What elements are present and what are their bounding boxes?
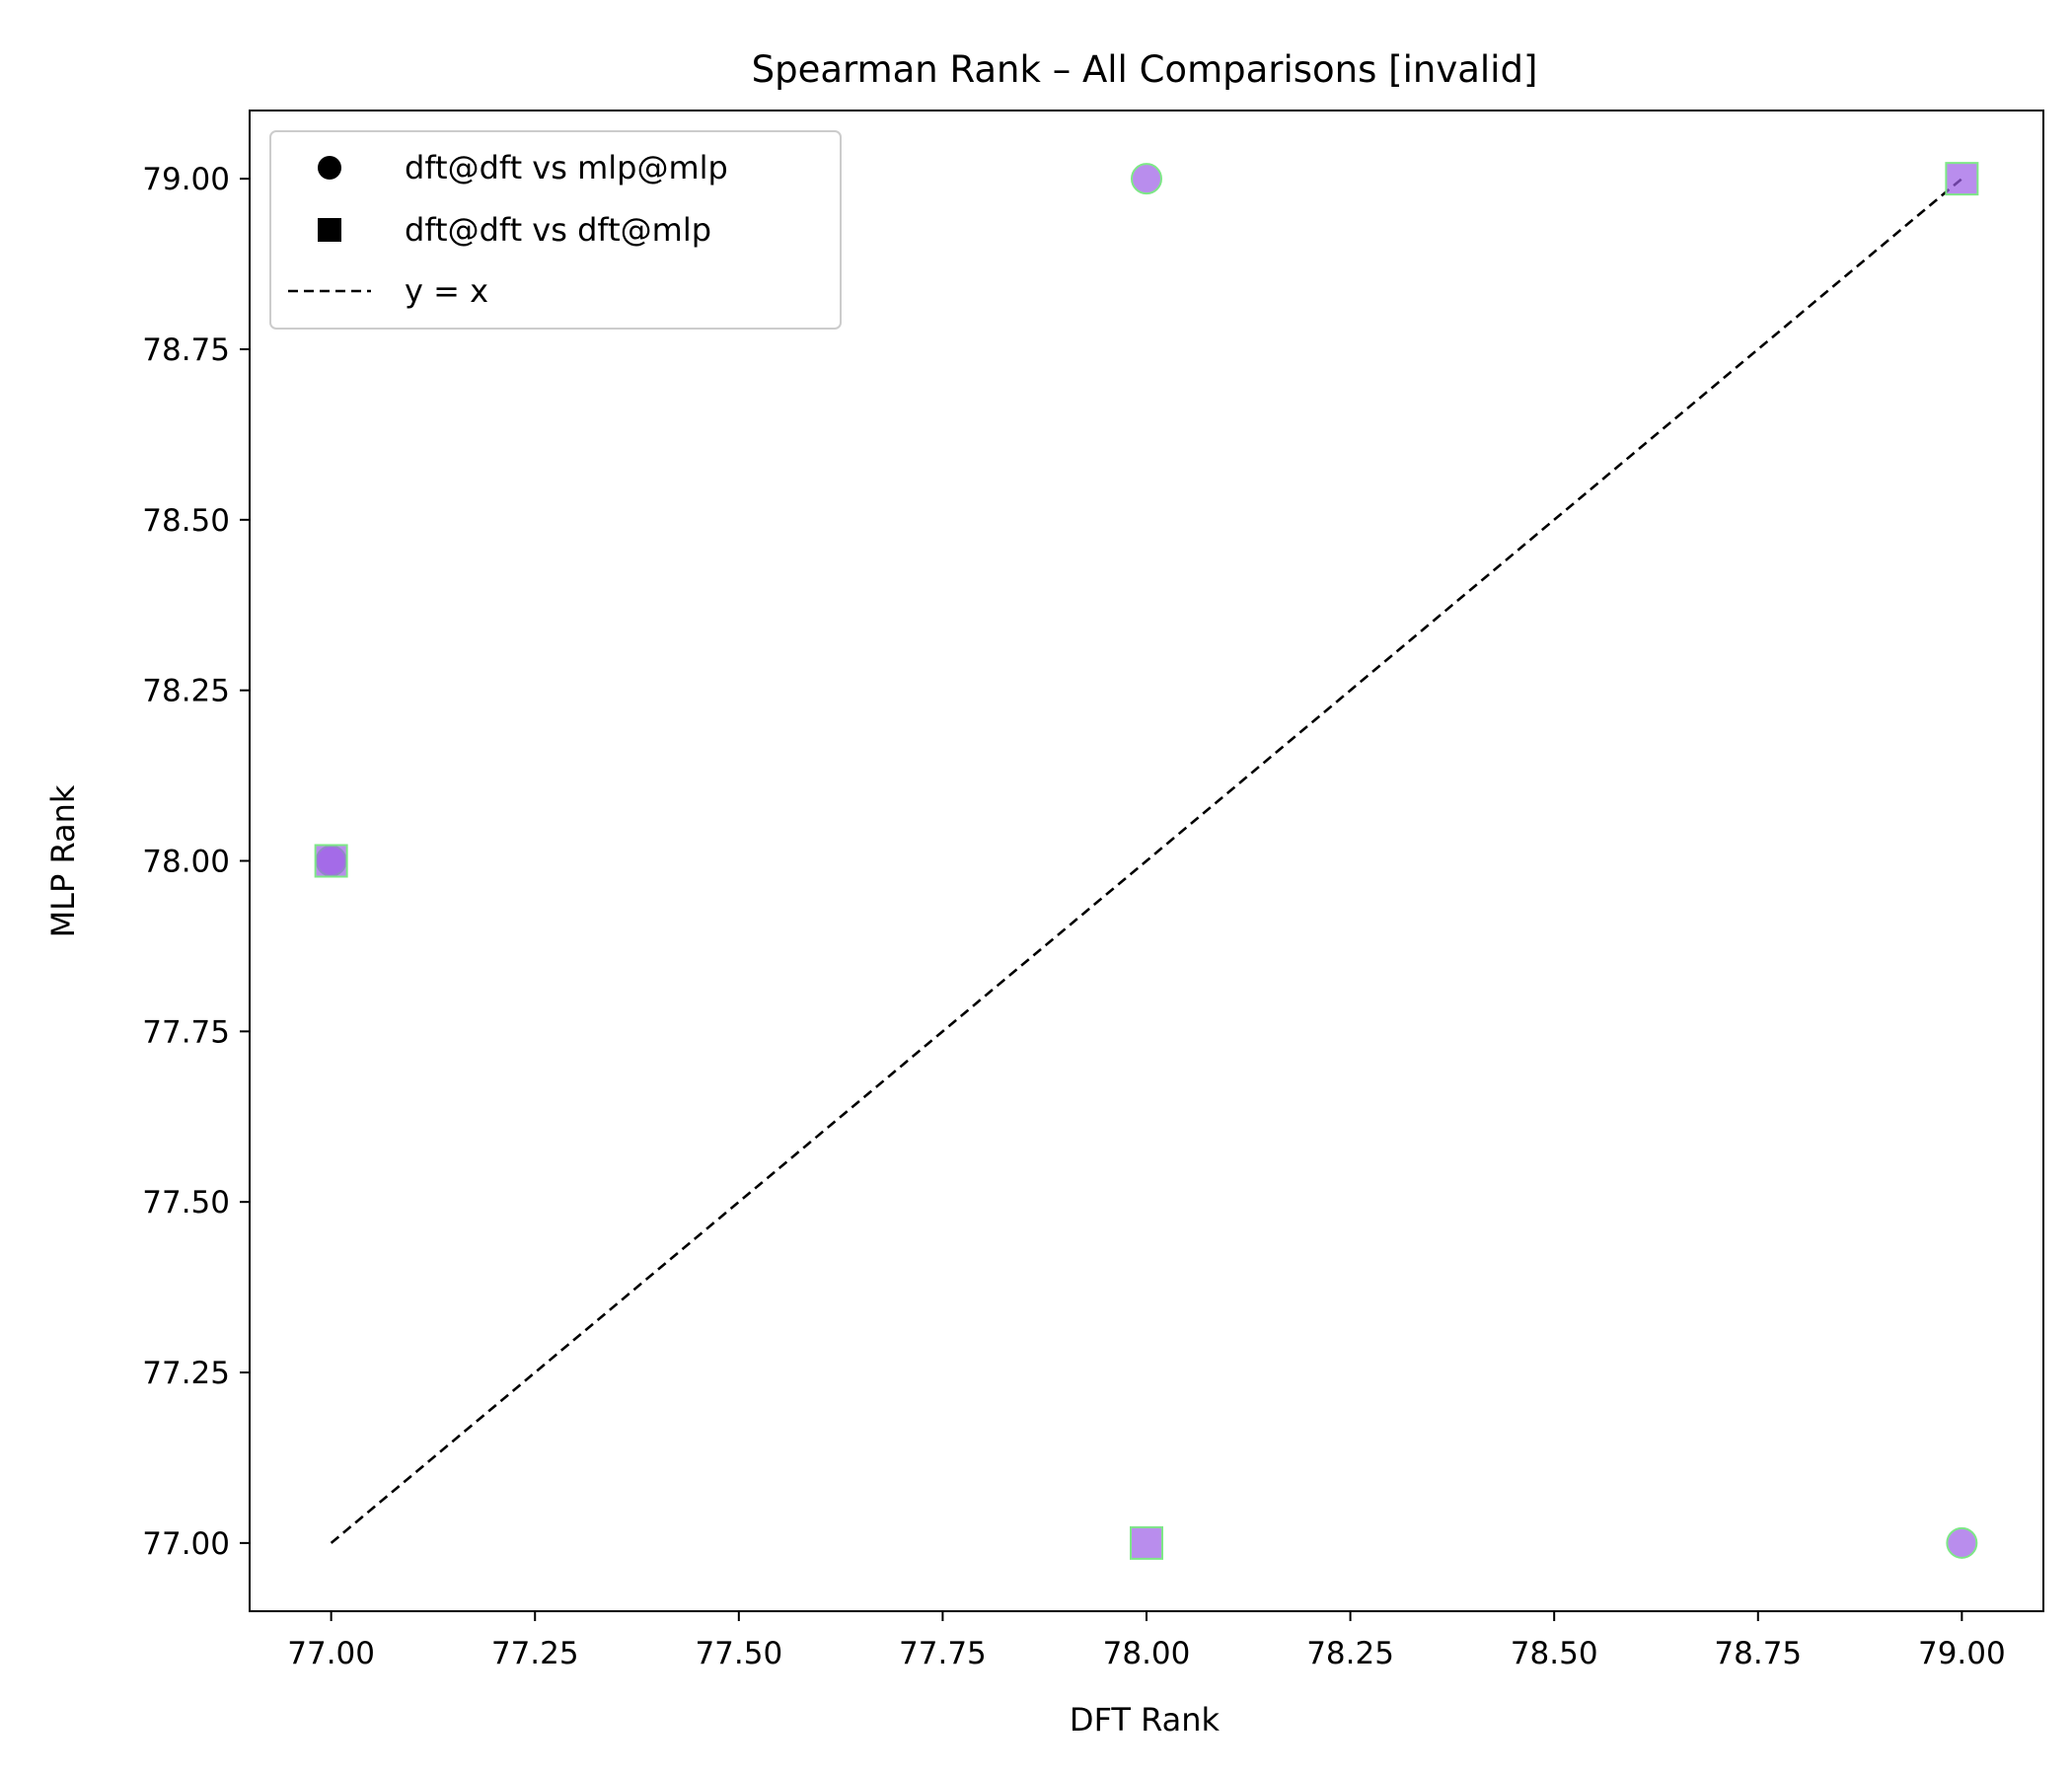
- circle-point-3: [1946, 1526, 1978, 1559]
- legend-label-reference-line: y = x: [405, 272, 488, 310]
- y-tick-label: 77.50: [142, 1185, 230, 1221]
- y-tick-label: 77.00: [142, 1526, 230, 1562]
- y-tick-label: 79.00: [142, 162, 230, 197]
- x-tick-label: 78.25: [1306, 1636, 1394, 1671]
- y-tick-label: 77.25: [142, 1356, 230, 1391]
- legend-square-marker: [318, 218, 341, 242]
- chart-title: Spearman Rank – All Comparisons [invalid…: [752, 48, 1538, 91]
- legend-label-series-1: dft@dft vs mlp@mlp: [405, 149, 728, 186]
- y-tick-label: 77.75: [142, 1014, 230, 1050]
- x-axis-label: DFT Rank: [1070, 1701, 1221, 1739]
- x-tick-label: 77.25: [491, 1636, 579, 1671]
- x-tick-label: 78.50: [1511, 1636, 1598, 1671]
- square-point-1: [314, 844, 348, 878]
- x-tick-label: 79.00: [1918, 1636, 2006, 1671]
- x-tick-label: 78.00: [1103, 1636, 1191, 1671]
- reference-line-y-equals-x: [330, 178, 1963, 1544]
- y-tick-label: 78.00: [142, 845, 230, 880]
- y-tick-label: 78.50: [142, 503, 230, 539]
- x-tick-label: 78.75: [1714, 1636, 1802, 1671]
- y-axis-label: MLP Rank: [44, 784, 82, 937]
- square-point-2: [1130, 1525, 1163, 1560]
- y-tick-label: 78.75: [142, 333, 230, 368]
- x-tick-label: 77.00: [287, 1636, 375, 1671]
- legend: dft@dft vs mlp@mlp dft@dft vs dft@mlp y …: [269, 130, 842, 330]
- y-tick-label: 78.25: [142, 674, 230, 709]
- legend-label-series-2: dft@dft vs dft@mlp: [405, 211, 711, 249]
- y-axis-ticks: 77.00 77.25 77.50 77.75 78.00 78.25 78.50 78.75…: [142, 162, 250, 1562]
- x-axis-ticks: 77.00 77.25 77.50 77.75 78.00 78.25 78.50 78.75…: [287, 1611, 2006, 1671]
- x-tick-label: 77.75: [899, 1636, 987, 1671]
- square-point-3: [1945, 162, 1979, 196]
- x-tick-label: 77.50: [695, 1636, 782, 1671]
- plot-marks: [314, 162, 1979, 1560]
- legend-circle-marker: [318, 156, 341, 180]
- circle-point-2: [1131, 163, 1162, 195]
- legend-box: [269, 130, 842, 330]
